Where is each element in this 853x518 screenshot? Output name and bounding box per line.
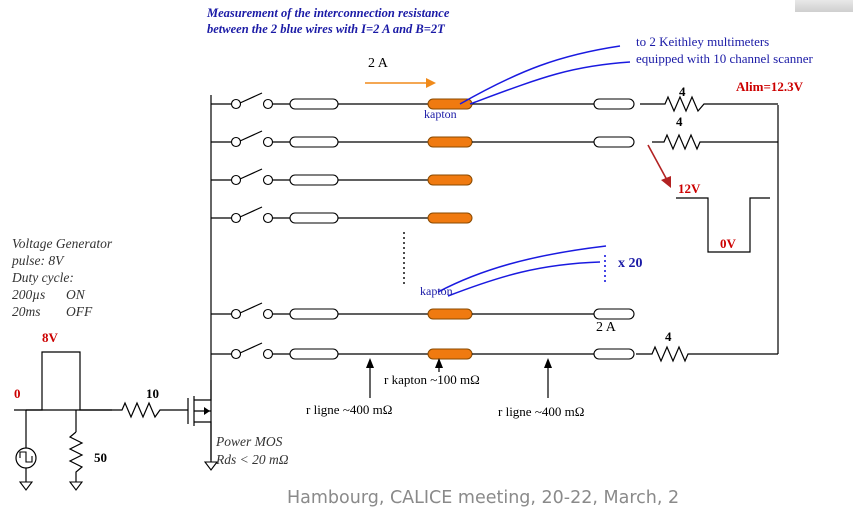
connector-capsule: [289, 348, 339, 360]
generator-line-3: Duty cycle:: [12, 270, 74, 285]
resistor-second: [652, 133, 778, 151]
title-line-2: between the 2 blue wires with I=2 A and …: [207, 22, 445, 36]
resistor-top: [640, 95, 778, 113]
r-ligne-left-label: r ligne ~400 mΩ: [306, 402, 393, 417]
wire-rows: [211, 92, 635, 360]
wire-row: [211, 168, 473, 186]
wire-row: [211, 206, 473, 224]
multiplier-label: x 20: [618, 256, 643, 271]
connector-capsule: [289, 308, 339, 320]
resistor-bottom-value: 4: [665, 329, 672, 344]
wire-row: [211, 92, 635, 110]
kapton-segment: [427, 174, 473, 186]
switch-contact: [262, 136, 274, 148]
switch-lever: [239, 206, 263, 218]
generator-zero-label: 0: [14, 386, 21, 401]
switch-contact: [262, 98, 274, 110]
blue-wire-2: [469, 61, 631, 105]
kapton-segment: [427, 308, 473, 320]
r-kapton-label: r kapton ~100 mΩ: [384, 372, 480, 387]
connector-capsule: [289, 174, 339, 186]
switch-contact: [262, 348, 274, 360]
current-label-bottom: 2 A: [596, 320, 616, 335]
switch-contact: [230, 136, 242, 148]
generator-high-label: 8V: [42, 330, 58, 345]
switch-contact: [262, 212, 274, 224]
generator-line-5a: 20ms: [12, 304, 41, 319]
switch-contact: [230, 212, 242, 224]
switch-contact: [230, 308, 242, 320]
resistor-10: [120, 401, 188, 419]
kapton-label-top: kapton: [424, 107, 457, 121]
mos-name-label: Power MOS: [216, 434, 283, 449]
resistor-50: [68, 431, 84, 482]
r-ligne-right-label: r ligne ~400 mΩ: [498, 404, 585, 419]
current-arrow: [365, 78, 436, 88]
multimeter-line-1: to 2 Keithley multimeters: [636, 34, 770, 49]
alim-label: Alim=12.3V: [736, 79, 803, 94]
generator-line-4a: 200µs: [12, 287, 46, 302]
pulse-waveform: [676, 197, 770, 253]
title-line-1: Measurement of the interconnection resis…: [207, 6, 450, 20]
multimeter-line-2: equipped with 10 channel scanner: [636, 51, 813, 66]
mos-arrow: [204, 407, 210, 415]
kapton-segment: [427, 136, 473, 148]
switch-contact: [230, 174, 242, 186]
wire-row: [211, 302, 635, 320]
blue-wire-3: [437, 245, 607, 293]
current-label-top: 2 A: [368, 56, 388, 71]
ground-icons: [18, 461, 219, 491]
switch-lever: [239, 168, 263, 180]
generator-line-5b: OFF: [66, 304, 93, 319]
pulse-arrow: [647, 144, 671, 188]
resistor-gate-value: 10: [146, 386, 159, 401]
switch-contact: [262, 174, 274, 186]
connector-capsule: [289, 136, 339, 148]
resistor-top-value: 4: [679, 84, 686, 99]
generator-line-2: pulse: 8V: [12, 253, 64, 268]
kapton-segment: [427, 212, 473, 224]
pulse-high-label: 12V: [678, 181, 701, 196]
switch-lever: [239, 92, 263, 104]
connector-capsule: [593, 136, 635, 148]
connector-capsule: [289, 98, 339, 110]
footer-caption: Hambourg, CALICE meeting, 20-22, March, …: [287, 488, 680, 508]
connector-capsule: [593, 98, 635, 110]
kapton-segment: [427, 348, 473, 360]
resistor-ground-value: 50: [94, 450, 107, 465]
connector-capsule: [289, 212, 339, 224]
pulse-low-label: 0V: [720, 236, 736, 251]
resistor-second-value: 4: [676, 114, 683, 129]
kapton-label-mid: kapton: [420, 284, 453, 298]
mos-rds-label: Rds < 20 mΩ: [216, 452, 289, 467]
switch-contact: [230, 98, 242, 110]
switch-lever: [239, 130, 263, 142]
blue-wire-1: [459, 45, 621, 105]
switch-contact: [230, 348, 242, 360]
connector-capsule: [593, 308, 635, 320]
generator-pulse: [14, 351, 112, 411]
generator-line-4b: ON: [66, 287, 85, 302]
wire-row: [211, 342, 635, 360]
resistor-bottom: [636, 345, 778, 363]
switch-lever: [239, 302, 263, 314]
switch-contact: [262, 308, 274, 320]
wire-row: [211, 130, 635, 148]
blue-wire-4: [447, 261, 601, 297]
switch-lever: [239, 342, 263, 354]
connector-capsule: [593, 348, 635, 360]
window-corner-fragment: [795, 0, 853, 12]
generator-line-1: Voltage Generator: [12, 236, 113, 251]
